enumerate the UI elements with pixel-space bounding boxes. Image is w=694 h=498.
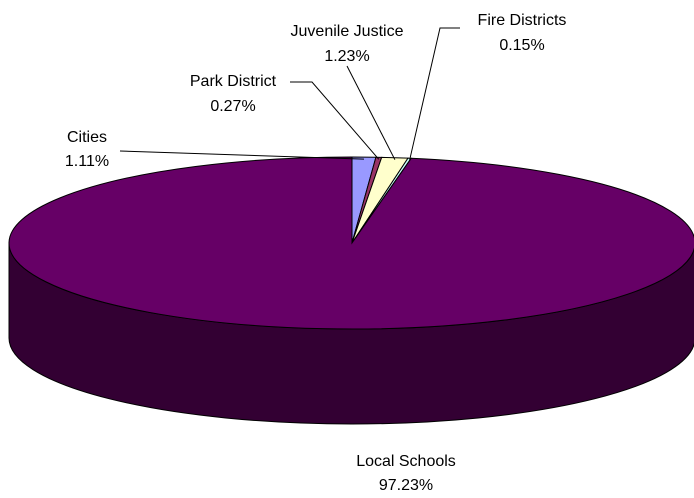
pie-top-faces: [8, 156, 694, 330]
slice-name-cities: Cities: [67, 129, 107, 146]
leader-line-cities: [119, 150, 365, 160]
slice-name-juvenile-justice: Juvenile Justice: [291, 23, 404, 40]
leader-line-juvenile-justice: [346, 65, 396, 160]
leader-lines: [119, 27, 460, 161]
slice-percent-juvenile-justice: 1.23%: [324, 48, 369, 65]
leader-line-fire-districts: [409, 27, 460, 161]
slice-name-fire-districts: Fire Districts: [478, 12, 567, 29]
slice-percent-fire-districts: 0.15%: [499, 37, 544, 54]
slice-percent-park-district: 0.27%: [210, 98, 255, 115]
slice-name-park-district: Park District: [190, 73, 277, 90]
leader-line-park-district: [290, 81, 380, 160]
pie-slice-local-schools: [8, 156, 694, 330]
slice-labels: Local Schools 97.23% Cities 1.11% Park D…: [65, 12, 567, 494]
slice-percent-cities: 1.11%: [65, 153, 109, 170]
slice-percent-local-schools: 97.23%: [379, 477, 433, 494]
slice-name-local-schools: Local Schools: [356, 453, 456, 470]
